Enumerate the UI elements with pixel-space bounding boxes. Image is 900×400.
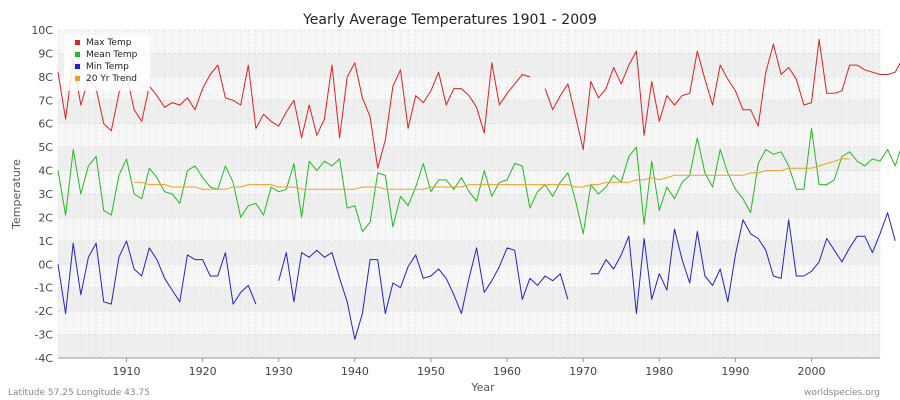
y-tick-label: -4C <box>34 352 53 365</box>
x-tick-label: 1940 <box>341 365 369 378</box>
y-tick-label: 8C <box>38 71 53 84</box>
series-line-min-temp <box>57 212 896 340</box>
series-layer <box>57 38 900 340</box>
y-tick-label: 3C <box>38 188 53 201</box>
x-tick-label: 2000 <box>798 365 826 378</box>
y-tick-label: -3C <box>34 329 53 342</box>
x-tick-label: 1930 <box>265 365 293 378</box>
axes: -4C -3C -2C -1C 0C 1C 2C 3C 4C 5C 6C 7C 8C 9C 10C 1910 1… <box>31 24 880 378</box>
x-axis-label: Year <box>470 381 495 394</box>
series-line-max-temp <box>57 38 900 169</box>
y-tick-label: 2C <box>38 211 53 224</box>
series-line-20-yr-trend <box>134 158 850 190</box>
x-tick-label: 1950 <box>417 365 445 378</box>
legend-swatch <box>75 52 80 57</box>
legend: Max Temp Mean Temp Min Temp 20 Yr Trend <box>64 35 150 91</box>
footer-location: Latitude 57.25 Longitude 43.75 <box>8 388 150 398</box>
legend-label: 20 Yr Trend <box>86 74 137 84</box>
y-axis-label: Temperature <box>10 159 23 230</box>
y-tick-label: 5C <box>38 141 53 154</box>
legend-swatch <box>75 76 80 81</box>
legend-label: Max Temp <box>86 38 132 48</box>
y-tick-label: 7C <box>38 94 53 107</box>
x-tick-label: 1990 <box>721 365 749 378</box>
x-tick-label: 1910 <box>113 365 141 378</box>
legend-label: Mean Temp <box>86 50 138 60</box>
footer-source: worldspecies.org <box>804 388 880 398</box>
series-line-mean-temp <box>57 127 900 235</box>
legend-label: Min Temp <box>86 62 129 72</box>
y-tick-label: 6C <box>38 118 53 131</box>
y-tick-label: 9C <box>38 47 53 60</box>
y-tick-label: 0C <box>38 258 53 271</box>
x-tick-label: 1920 <box>189 365 217 378</box>
x-tick-label: 1970 <box>569 365 597 378</box>
legend-swatch <box>75 40 80 45</box>
y-tick-label: 1C <box>38 235 53 248</box>
y-tick-label: -1C <box>34 282 53 295</box>
y-tick-label: -2C <box>34 305 53 318</box>
y-tick-label: 10C <box>31 24 53 37</box>
chart-title: Yearly Average Temperatures 1901 - 2009 <box>302 12 597 28</box>
x-tick-label: 1960 <box>493 365 521 378</box>
y-tick-label: 4C <box>38 165 53 178</box>
x-tick-label: 1980 <box>645 365 673 378</box>
legend-swatch <box>75 64 80 69</box>
